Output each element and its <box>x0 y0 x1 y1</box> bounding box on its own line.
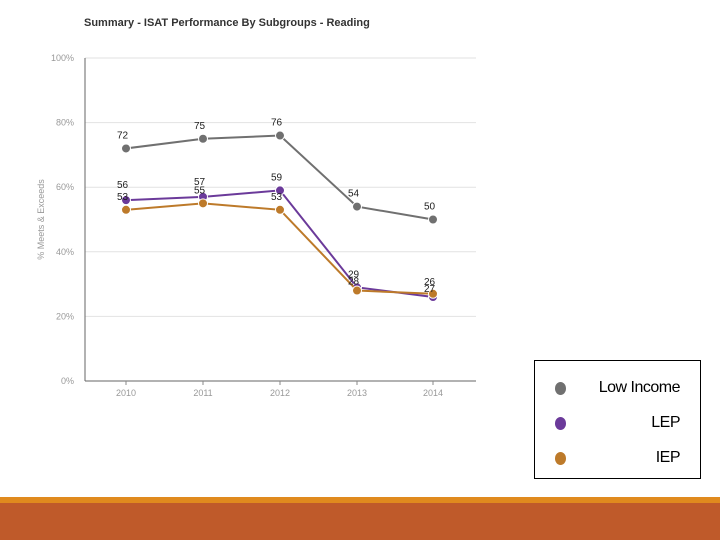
data-label-low-income-2012: 76 <box>271 118 283 129</box>
legend-item-iep: IEP <box>535 447 700 471</box>
point-low-income-2010 <box>121 143 131 154</box>
point-iep-2010 <box>121 204 131 215</box>
y-tick-label-40: 40% <box>56 247 74 257</box>
legend-marker-lep <box>555 417 566 430</box>
data-label-lep-2014: 26 <box>424 277 436 288</box>
legend-marker-low-income <box>555 382 566 395</box>
data-label-low-income-2013: 54 <box>348 189 360 200</box>
point-iep-2013 <box>352 285 362 296</box>
data-label-lep-2011: 57 <box>194 177 206 188</box>
footer-band <box>0 503 720 540</box>
x-tick-label-2011: 2011 <box>193 388 212 398</box>
legend-label-low-income: Low Income <box>598 379 681 396</box>
point-lep-2010 <box>121 195 131 206</box>
data-label-lep-2012: 59 <box>271 172 283 183</box>
point-low-income-2012 <box>275 130 285 141</box>
y-tick-label-20: 20% <box>56 311 74 321</box>
chart-title: Summary - ISAT Performance By Subgroups … <box>84 17 370 29</box>
point-low-income-2013 <box>352 201 362 212</box>
y-tick-label-80: 80% <box>56 118 74 128</box>
legend: Low Income LEP IEP <box>534 360 701 479</box>
data-label-low-income-2010: 72 <box>117 130 129 141</box>
legend-item-low-income: Low Income <box>535 377 700 401</box>
point-low-income-2011 <box>198 133 208 144</box>
legend-item-lep: LEP <box>535 412 700 436</box>
data-label-iep-2010: 53 <box>117 192 129 203</box>
data-label-lep-2010: 56 <box>117 180 129 191</box>
data-label-lep-2013: 29 <box>348 269 360 280</box>
legend-marker-iep <box>555 452 566 465</box>
data-label-iep-2014: 27 <box>424 284 436 295</box>
footer-stripe <box>0 497 720 503</box>
x-tick-label-2010: 2010 <box>116 388 136 398</box>
y-tick-label-100: 100% <box>51 53 74 63</box>
point-iep-2011 <box>198 198 208 209</box>
data-label-iep-2013: 28 <box>348 277 360 288</box>
data-label-low-income-2014: 50 <box>424 202 436 213</box>
point-iep-2012 <box>275 204 285 215</box>
series-line-iep <box>125 202 434 295</box>
y-tick-label-60: 60% <box>56 182 74 192</box>
x-tick-label-2013: 2013 <box>347 388 367 398</box>
legend-label-lep: LEP <box>651 414 680 431</box>
data-label-low-income-2011: 75 <box>194 121 206 132</box>
point-iep-2014 <box>428 288 438 299</box>
y-axis-label: % Meets & Exceeds <box>36 179 46 260</box>
point-low-income-2014 <box>428 214 438 225</box>
data-label-iep-2011: 55 <box>194 185 206 196</box>
x-tick-label-2014: 2014 <box>423 388 443 398</box>
x-tick-label-2012: 2012 <box>270 388 290 398</box>
data-label-iep-2012: 53 <box>271 192 283 203</box>
point-lep-2012 <box>275 185 285 196</box>
legend-label-iep: IEP <box>655 449 681 466</box>
y-tick-label-0: 0% <box>61 376 74 386</box>
